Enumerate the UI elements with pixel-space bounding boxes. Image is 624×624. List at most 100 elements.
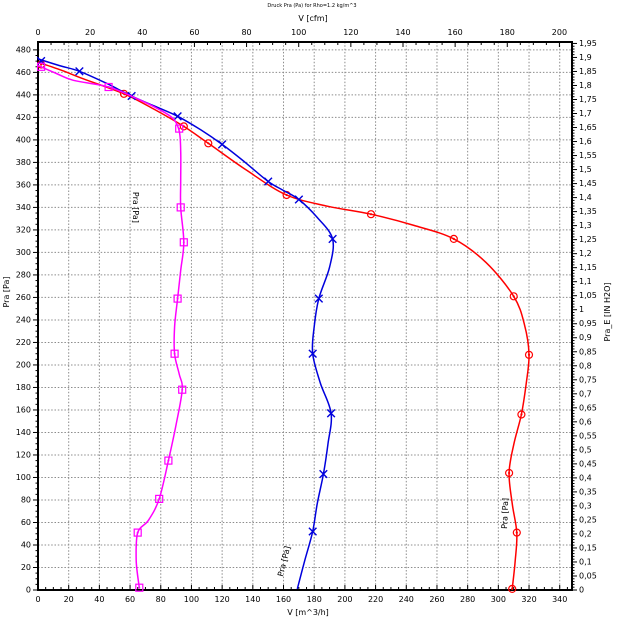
- bottom-tick-label: 60: [125, 595, 135, 604]
- circle-marker-red: [366, 210, 376, 219]
- left-tick-label: 180: [16, 383, 31, 392]
- x-marker-blue: [326, 409, 336, 418]
- circle-marker-red: [204, 139, 213, 148]
- right-tick-label: 0: [579, 586, 584, 595]
- plot-border: [37, 41, 573, 591]
- right-tick-label: 0,8: [579, 361, 592, 370]
- left-tick-label: 20: [21, 563, 31, 572]
- left-tick-label: 400: [16, 135, 31, 144]
- series-red: Pra [Pa]: [36, 60, 534, 594]
- right-axis-title: Pra_E [IN H2O]: [603, 282, 612, 341]
- left-tick-label: 60: [21, 518, 31, 527]
- top-tick-label: 40: [137, 28, 147, 37]
- right-tick-label: 0,15: [579, 543, 597, 552]
- square-marker-magenta: [135, 583, 144, 592]
- left-tick-label: 480: [16, 45, 31, 54]
- bottom-tick-label: 280: [460, 595, 475, 604]
- bottom-tick-label: 160: [276, 595, 291, 604]
- right-tick-label: 1,55: [579, 151, 597, 160]
- x-marker-blue: [308, 349, 317, 358]
- bottom-tick-label: 340: [552, 595, 567, 604]
- left-tick-label: 280: [16, 270, 31, 279]
- right-tick-label: 1,9: [579, 53, 592, 62]
- right-tick-label: 0,55: [579, 431, 597, 440]
- left-tick-label: 240: [16, 315, 31, 324]
- square-marker-magenta: [179, 238, 188, 247]
- left-tick-label: 220: [16, 338, 31, 347]
- right-tick-label: 0,05: [579, 571, 597, 580]
- bottom-axis-title: V [m^3/h]: [287, 608, 329, 617]
- square-marker-magenta: [176, 203, 185, 212]
- right-tick-label: 0,9: [579, 333, 592, 342]
- square-marker-magenta: [173, 294, 182, 303]
- right-tick-label: 1,3: [579, 221, 592, 230]
- top-tick-label: 20: [85, 28, 95, 37]
- left-tick-label: 360: [16, 180, 31, 189]
- right-tick-label: 1,85: [579, 67, 597, 76]
- square-marker-magenta: [133, 528, 142, 537]
- circle-marker-red: [512, 528, 521, 537]
- right-tick-label: 0,2: [579, 529, 592, 538]
- left-tick-label: 300: [16, 248, 31, 257]
- circle-marker-red: [509, 292, 518, 301]
- right-tick-label: 1,25: [579, 235, 597, 244]
- left-tick-label: 200: [16, 360, 31, 369]
- top-axis-title: V [cfm]: [298, 14, 327, 23]
- right-tick-label: 0,75: [579, 375, 597, 384]
- bottom-tick-label: 220: [368, 595, 383, 604]
- square-marker-magenta: [170, 349, 179, 358]
- bottom-tick-label: 320: [521, 595, 536, 604]
- right-tick-label: 1,45: [579, 179, 597, 188]
- square-marker-magenta: [155, 494, 164, 503]
- circle-marker-red: [517, 410, 526, 419]
- top-tick-label: 60: [189, 28, 199, 37]
- circle-marker-red: [449, 234, 458, 243]
- top-tick-label: 80: [241, 28, 251, 37]
- left-tick-label: 100: [16, 473, 31, 482]
- bottom-tick-label: 260: [429, 595, 444, 604]
- left-tick-label: 140: [16, 428, 31, 437]
- bottom-tick-label: 300: [491, 595, 506, 604]
- left-tick-label: 260: [16, 293, 31, 302]
- right-tick-label: 1,5: [579, 165, 592, 174]
- x-marker-blue: [314, 294, 324, 303]
- x-marker-blue: [75, 67, 84, 76]
- right-tick-label: 1,05: [579, 291, 597, 300]
- left-tick-label: 460: [16, 68, 31, 77]
- square-marker-magenta: [164, 456, 173, 465]
- right-tick-label: 0,85: [579, 347, 597, 356]
- right-tick-label: 1,65: [579, 123, 597, 132]
- square-marker-magenta: [178, 385, 187, 394]
- top-tick-label: 120: [343, 28, 358, 37]
- top-tick-label: 140: [395, 28, 410, 37]
- right-tick-label: 1,1: [579, 277, 592, 286]
- top-tick-label: 180: [500, 28, 515, 37]
- x-marker-blue: [319, 469, 328, 479]
- x-marker-blue: [328, 234, 337, 244]
- right-tick-label: 1,75: [579, 95, 597, 104]
- bottom-tick-label: 0: [35, 595, 40, 604]
- right-tick-label: 0,4: [579, 473, 592, 482]
- series-magenta: Pra [Pa]: [36, 62, 188, 592]
- x-marker-blue: [173, 112, 182, 121]
- left-tick-label: 80: [21, 495, 31, 504]
- bottom-tick-label: 80: [156, 595, 166, 604]
- right-tick-label: 0,25: [579, 515, 597, 524]
- right-tick-label: 0,65: [579, 403, 597, 412]
- series-blue: Pra [Pa]: [36, 56, 337, 590]
- square-marker-magenta: [175, 124, 184, 133]
- bottom-tick-label: 180: [307, 595, 322, 604]
- circle-marker-red: [179, 122, 188, 131]
- left-tick-label: 120: [16, 450, 31, 459]
- top-tick-label: 100: [291, 28, 306, 37]
- right-tick-label: 0,45: [579, 459, 597, 468]
- curve-label-red: Pra [Pa]: [500, 498, 510, 529]
- right-tick-label: 1,15: [579, 263, 597, 272]
- bottom-tick-label: 120: [214, 595, 229, 604]
- left-tick-label: 420: [16, 113, 31, 122]
- left-tick-label: 340: [16, 203, 31, 212]
- right-tick-label: 1,6: [579, 137, 592, 146]
- axes: 0 20 40 60 80 100 120 140 160 180 200 220 240 260 280 3…: [2, 14, 612, 617]
- right-tick-label: 0,35: [579, 487, 597, 496]
